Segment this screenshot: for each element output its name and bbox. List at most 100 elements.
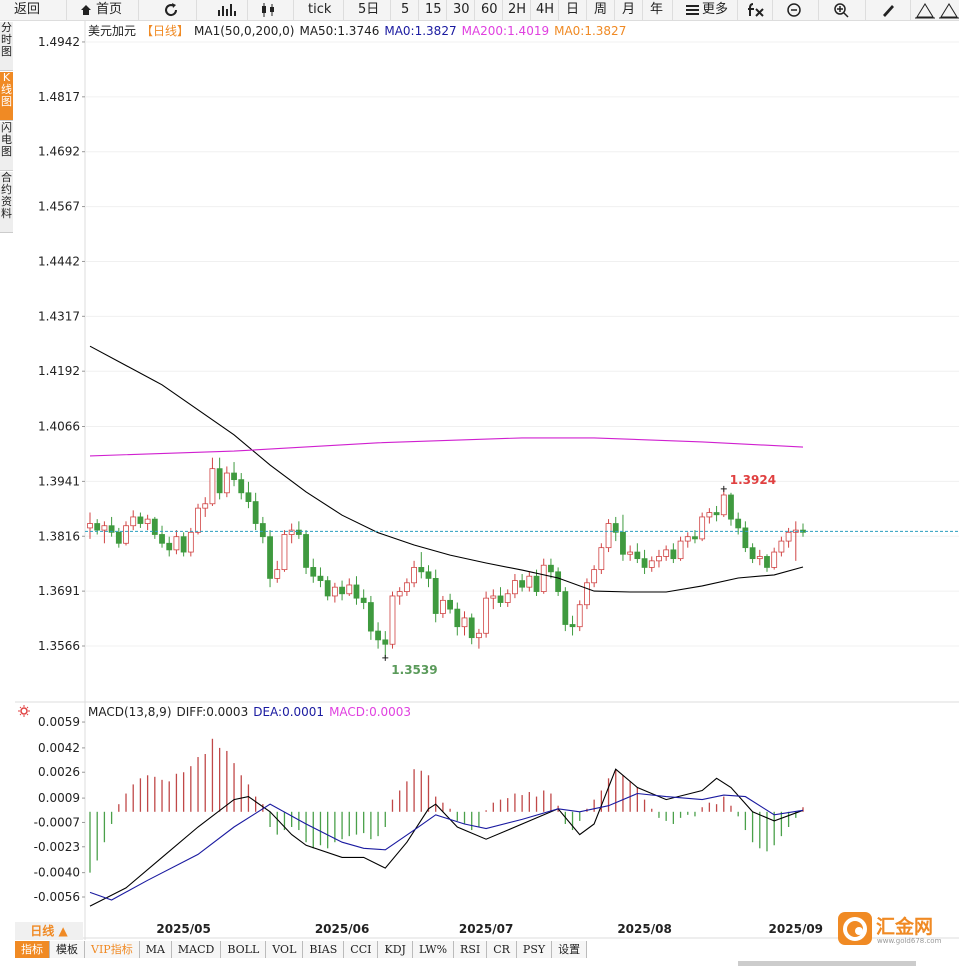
period-button[interactable]: 月 bbox=[622, 2, 636, 17]
candle-body bbox=[735, 518, 742, 529]
y-tick-label: 0.0026 bbox=[38, 765, 80, 779]
x-tick-label: 2025/05 bbox=[156, 922, 210, 936]
candle-body bbox=[720, 494, 727, 516]
line-chart-icon[interactable] bbox=[217, 2, 237, 18]
candle-body bbox=[476, 632, 482, 639]
candle-body bbox=[641, 558, 648, 568]
separator bbox=[293, 0, 294, 20]
zoom-out-icon[interactable] bbox=[786, 2, 802, 18]
draw-tools-icon[interactable] bbox=[915, 1, 959, 19]
header-text: MA0:1.3827 bbox=[554, 24, 627, 38]
indicator-tab[interactable]: VIP指标 bbox=[85, 941, 140, 958]
home-button[interactable]: 首页 bbox=[96, 2, 123, 17]
settings-icon[interactable] bbox=[18, 705, 30, 717]
indicator-tab[interactable]: LW% bbox=[412, 941, 455, 958]
refresh-icon[interactable] bbox=[163, 2, 179, 18]
pen-icon[interactable] bbox=[880, 2, 896, 18]
indicator-tab[interactable]: PSY bbox=[516, 941, 553, 958]
separator bbox=[818, 0, 819, 20]
extreme-marker bbox=[382, 654, 389, 661]
candle-body bbox=[677, 540, 684, 560]
header-text: DIFF:0.0003 bbox=[176, 705, 249, 719]
indicator-tab[interactable]: RSI bbox=[454, 941, 488, 958]
candle-body bbox=[764, 556, 770, 568]
period-button[interactable]: 30 bbox=[453, 2, 470, 17]
y-tick-label: 1.3941 bbox=[38, 474, 80, 488]
x-tick-label: 2025/06 bbox=[315, 922, 369, 936]
period-button[interactable]: 60 bbox=[481, 2, 498, 17]
candle-body bbox=[115, 531, 122, 544]
indicator-tab[interactable]: CCI bbox=[344, 941, 379, 958]
candle-body bbox=[151, 518, 158, 535]
indicator-tab[interactable]: BIAS bbox=[303, 941, 345, 958]
period-button[interactable]: 周 bbox=[594, 2, 608, 17]
indicator-tab[interactable]: 设置 bbox=[552, 941, 588, 958]
separator bbox=[66, 0, 67, 20]
side-tab[interactable]: K线图 bbox=[0, 72, 13, 121]
period-selector[interactable]: 日线 ▲ bbox=[15, 922, 83, 940]
indicator-tab[interactable]: KDJ bbox=[378, 941, 413, 958]
candle-body bbox=[562, 591, 569, 625]
period-button[interactable]: 15 bbox=[425, 2, 442, 17]
tick-button[interactable]: tick bbox=[308, 2, 332, 17]
candle-body bbox=[584, 582, 590, 606]
candle-body bbox=[692, 536, 698, 540]
macd-header: MACD(13,8,9) DIFF:0.0003 DEA:0.0001 MACD:0.… bbox=[88, 705, 416, 719]
candle-body bbox=[288, 529, 295, 535]
candle-body bbox=[209, 468, 216, 505]
period-button[interactable]: 日 bbox=[566, 2, 580, 17]
extreme-marker bbox=[720, 485, 727, 492]
period-button[interactable]: 4H bbox=[536, 2, 555, 17]
side-tab[interactable]: 分时图 bbox=[0, 22, 13, 71]
header-text: DEA:0.0001 bbox=[253, 705, 325, 719]
candle-body bbox=[216, 468, 223, 494]
period-button[interactable]: 2H bbox=[508, 2, 527, 17]
logo-mark bbox=[843, 917, 867, 941]
candle-body bbox=[756, 556, 763, 560]
period-button[interactable]: 5 bbox=[401, 2, 410, 17]
side-tab[interactable]: 闪电图 bbox=[0, 122, 13, 171]
x-tick-label: 2025/09 bbox=[769, 922, 823, 936]
candle-body bbox=[771, 551, 778, 568]
indicator-tab[interactable]: CR bbox=[487, 941, 517, 958]
header-text: 美元加元 bbox=[88, 24, 137, 38]
y-tick-label: 1.3816 bbox=[38, 529, 80, 543]
candle-body bbox=[195, 507, 201, 533]
indicator-tab[interactable]: 模板 bbox=[50, 941, 85, 958]
candle-body bbox=[123, 525, 129, 544]
y-tick-label: -0.0007 bbox=[34, 815, 80, 829]
candle-body bbox=[526, 575, 533, 588]
candle-body bbox=[785, 531, 792, 542]
back-button[interactable]: 返回 bbox=[14, 2, 41, 17]
candle-body bbox=[331, 586, 338, 597]
indicator-line bbox=[89, 768, 804, 907]
indicator-tab[interactable]: MA bbox=[139, 941, 172, 958]
indicator-tab[interactable]: MACD bbox=[171, 941, 222, 958]
indicator-tab[interactable]: 指标 bbox=[15, 941, 50, 958]
candle-body bbox=[432, 577, 439, 614]
candle-body bbox=[684, 536, 691, 542]
candle-body bbox=[274, 569, 281, 579]
indicator-tab[interactable]: VOL bbox=[266, 941, 304, 958]
candle-body bbox=[94, 523, 101, 531]
candle-body bbox=[144, 518, 151, 524]
zoom-in-icon[interactable] bbox=[833, 2, 849, 18]
candle-body bbox=[130, 516, 137, 527]
side-tab[interactable]: 合约资料 bbox=[0, 172, 13, 233]
y-tick-label: 1.3566 bbox=[38, 639, 80, 653]
chart: 1.4942 1.4817 1.4692 1.4567 1.4442 1.4317 1.41… bbox=[15, 20, 959, 940]
candle-body bbox=[555, 571, 562, 592]
scrollbar[interactable] bbox=[738, 961, 916, 966]
candle-body bbox=[303, 534, 309, 568]
y-tick-label: 1.4692 bbox=[38, 145, 80, 159]
fx-icon[interactable] bbox=[746, 2, 766, 18]
candle-body bbox=[173, 536, 180, 551]
separator bbox=[196, 0, 197, 20]
y-tick-label: 1.4442 bbox=[38, 254, 80, 268]
period-button[interactable]: 年 bbox=[650, 2, 664, 17]
more-button[interactable]: 更多 bbox=[702, 2, 729, 17]
separator bbox=[530, 0, 531, 20]
indicator-tab[interactable]: BOLL bbox=[221, 941, 267, 958]
period-button[interactable]: 5日 bbox=[358, 2, 380, 17]
candle-icon[interactable] bbox=[261, 2, 275, 18]
